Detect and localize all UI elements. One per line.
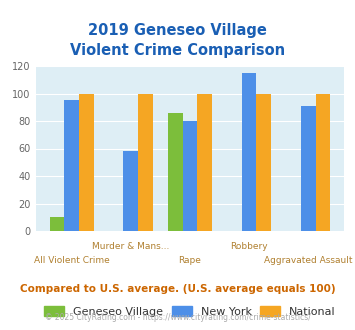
Text: Compared to U.S. average. (U.S. average equals 100): Compared to U.S. average. (U.S. average … — [20, 284, 335, 294]
Text: Aggravated Assault: Aggravated Assault — [264, 256, 353, 265]
Bar — [50, 217, 64, 231]
Bar — [182, 121, 197, 231]
Bar — [79, 93, 94, 231]
Text: Robbery: Robbery — [230, 242, 268, 251]
Bar — [197, 93, 212, 231]
Bar — [316, 93, 330, 231]
Bar — [138, 93, 153, 231]
Text: 2019 Geneseo Village
Violent Crime Comparison: 2019 Geneseo Village Violent Crime Compa… — [70, 23, 285, 58]
Bar — [242, 73, 256, 231]
Text: Murder & Mans...: Murder & Mans... — [92, 242, 169, 251]
Bar — [256, 93, 271, 231]
Bar — [64, 100, 79, 231]
Text: All Violent Crime: All Violent Crime — [34, 256, 110, 265]
Text: Rape: Rape — [179, 256, 201, 265]
Text: © 2025 CityRating.com - https://www.cityrating.com/crime-statistics/: © 2025 CityRating.com - https://www.city… — [45, 313, 310, 322]
Bar — [301, 106, 316, 231]
Legend: Geneseo Village, New York, National: Geneseo Village, New York, National — [44, 306, 336, 316]
Bar — [168, 113, 182, 231]
Bar — [124, 151, 138, 231]
